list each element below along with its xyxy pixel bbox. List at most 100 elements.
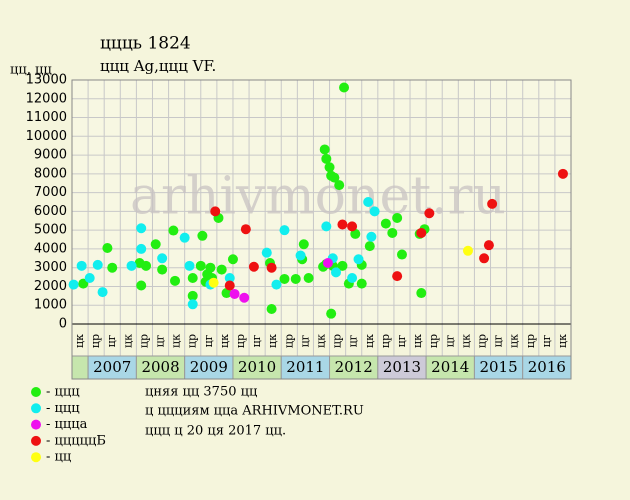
point <box>298 239 309 250</box>
year-label: 2011 <box>286 358 324 376</box>
year-cell <box>71 355 89 380</box>
x-tick-label: цг <box>443 334 456 347</box>
x-tick-label: цр <box>282 334 295 348</box>
point <box>224 280 235 291</box>
chart-subtitle: ццц Ag,ццц VF. <box>100 57 216 75</box>
y-tick-label: 9000 <box>34 148 67 163</box>
point <box>326 308 337 319</box>
legend-label: - цц <box>46 450 71 465</box>
legend-label: - ццц <box>46 385 80 400</box>
point <box>187 299 198 310</box>
x-tick-label: цк <box>266 334 279 348</box>
point <box>396 249 407 260</box>
point <box>337 219 348 230</box>
legend-marker <box>31 387 41 397</box>
x-tick-label: цк <box>556 334 569 348</box>
point <box>324 162 335 173</box>
point <box>279 273 290 284</box>
point <box>321 221 332 232</box>
legend-marker <box>31 403 41 414</box>
x-tick-label: цг <box>105 334 118 347</box>
point <box>330 267 341 278</box>
point <box>187 273 198 284</box>
note: ццц ц 20 ця 2017 цц. <box>145 424 286 439</box>
year-label: 2010 <box>238 358 276 376</box>
point <box>97 287 108 298</box>
x-tick-label: цк <box>363 334 376 348</box>
point <box>424 208 435 219</box>
point <box>197 230 208 241</box>
point <box>339 82 350 93</box>
x-tick-label: цк <box>459 334 472 348</box>
note: ц ццциям цца ARHIVMONET.RU <box>145 404 364 419</box>
y-tick-label: 0 <box>59 317 67 332</box>
legend-label: - ццц <box>46 401 80 416</box>
point <box>387 227 398 238</box>
point <box>208 277 219 288</box>
point <box>334 180 345 191</box>
point <box>239 292 250 303</box>
point <box>76 260 87 271</box>
point <box>392 271 403 282</box>
y-tick-label: 4000 <box>34 241 67 256</box>
point <box>168 225 179 236</box>
y-tick-label: 10000 <box>26 129 67 144</box>
point <box>150 239 161 250</box>
point <box>290 273 301 284</box>
year-label: 2013 <box>383 358 421 376</box>
year-label: 2009 <box>190 358 228 376</box>
year-label: 2014 <box>431 358 469 376</box>
point <box>224 273 235 284</box>
point <box>392 212 403 223</box>
point <box>221 288 232 299</box>
x-tick-label: цг <box>154 334 167 347</box>
point <box>319 144 330 155</box>
y-tick-label: 8000 <box>34 166 67 181</box>
year-label: 2008 <box>141 358 179 376</box>
point <box>170 275 181 286</box>
point <box>68 279 79 290</box>
x-tick-label: цг <box>202 334 215 347</box>
point <box>229 288 240 299</box>
point <box>227 254 238 265</box>
point <box>248 261 259 272</box>
point <box>184 260 195 271</box>
y-tick-label: 13000 <box>26 73 67 88</box>
y-tick-label: 1000 <box>34 298 67 313</box>
x-tick-label: цк <box>218 334 231 348</box>
point <box>136 243 147 254</box>
legend-label: - цццццБ <box>46 433 106 448</box>
point <box>557 168 568 179</box>
point <box>279 225 290 236</box>
x-tick-label: цр <box>475 334 488 348</box>
x-tick-label: цр <box>331 334 344 348</box>
x-tick-label: цк <box>121 334 134 348</box>
point <box>416 227 427 238</box>
year-label: 2012 <box>335 358 373 376</box>
point <box>483 240 494 251</box>
x-tick-label: цк <box>508 334 521 348</box>
point <box>240 224 251 235</box>
x-tick-label: цк <box>73 334 86 348</box>
y-tick-label: 7000 <box>34 185 67 200</box>
point <box>266 303 277 314</box>
x-tick-label: цк <box>315 334 328 348</box>
point <box>380 218 391 229</box>
legend-marker <box>31 419 41 430</box>
x-tick-label: цг <box>298 334 311 347</box>
point <box>271 279 282 290</box>
x-tick-label: цр <box>379 334 392 348</box>
x-tick-label: цр <box>524 334 537 348</box>
point <box>216 264 227 275</box>
point <box>205 262 216 273</box>
point <box>210 206 221 217</box>
point <box>329 172 340 183</box>
point <box>261 247 272 258</box>
point <box>347 273 358 284</box>
point <box>347 221 358 232</box>
y-tick-label: 11000 <box>26 110 67 125</box>
point <box>337 260 348 271</box>
point <box>92 259 103 270</box>
point <box>369 206 380 217</box>
